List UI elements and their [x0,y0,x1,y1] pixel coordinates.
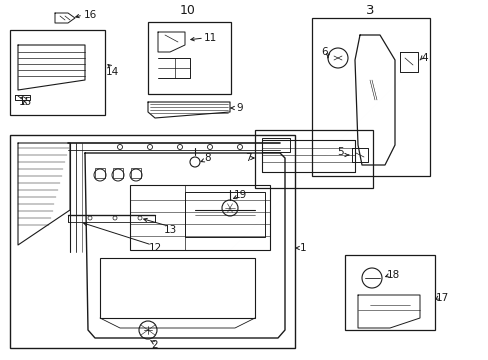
Text: 4: 4 [421,53,427,63]
Text: 8: 8 [204,153,211,163]
Bar [345,255,434,330]
Bar [262,138,289,152]
Bar [10,30,105,115]
Bar [130,185,269,250]
Text: 11: 11 [203,33,216,43]
Text: 14: 14 [105,67,119,77]
Text: 1: 1 [299,243,305,253]
Text: 17: 17 [434,293,447,303]
Bar [184,192,264,237]
Bar [95,168,105,178]
Bar [254,130,372,188]
Text: 10: 10 [180,4,196,17]
Text: 7: 7 [244,153,251,163]
Text: 6: 6 [321,47,327,57]
Text: 19: 19 [233,190,246,200]
Text: 2: 2 [151,340,158,350]
Bar [311,18,429,176]
Text: 5: 5 [336,147,343,157]
Text: 16: 16 [83,10,97,20]
Bar [113,168,123,178]
Text: 15: 15 [19,97,32,107]
Text: 12: 12 [148,243,162,253]
Bar [10,135,294,348]
Bar [131,168,141,178]
Text: 9: 9 [236,103,243,113]
Text: 3: 3 [365,4,373,17]
Bar [148,22,230,94]
Text: 13: 13 [163,225,176,235]
Bar [100,258,254,318]
Text: 18: 18 [386,270,399,280]
